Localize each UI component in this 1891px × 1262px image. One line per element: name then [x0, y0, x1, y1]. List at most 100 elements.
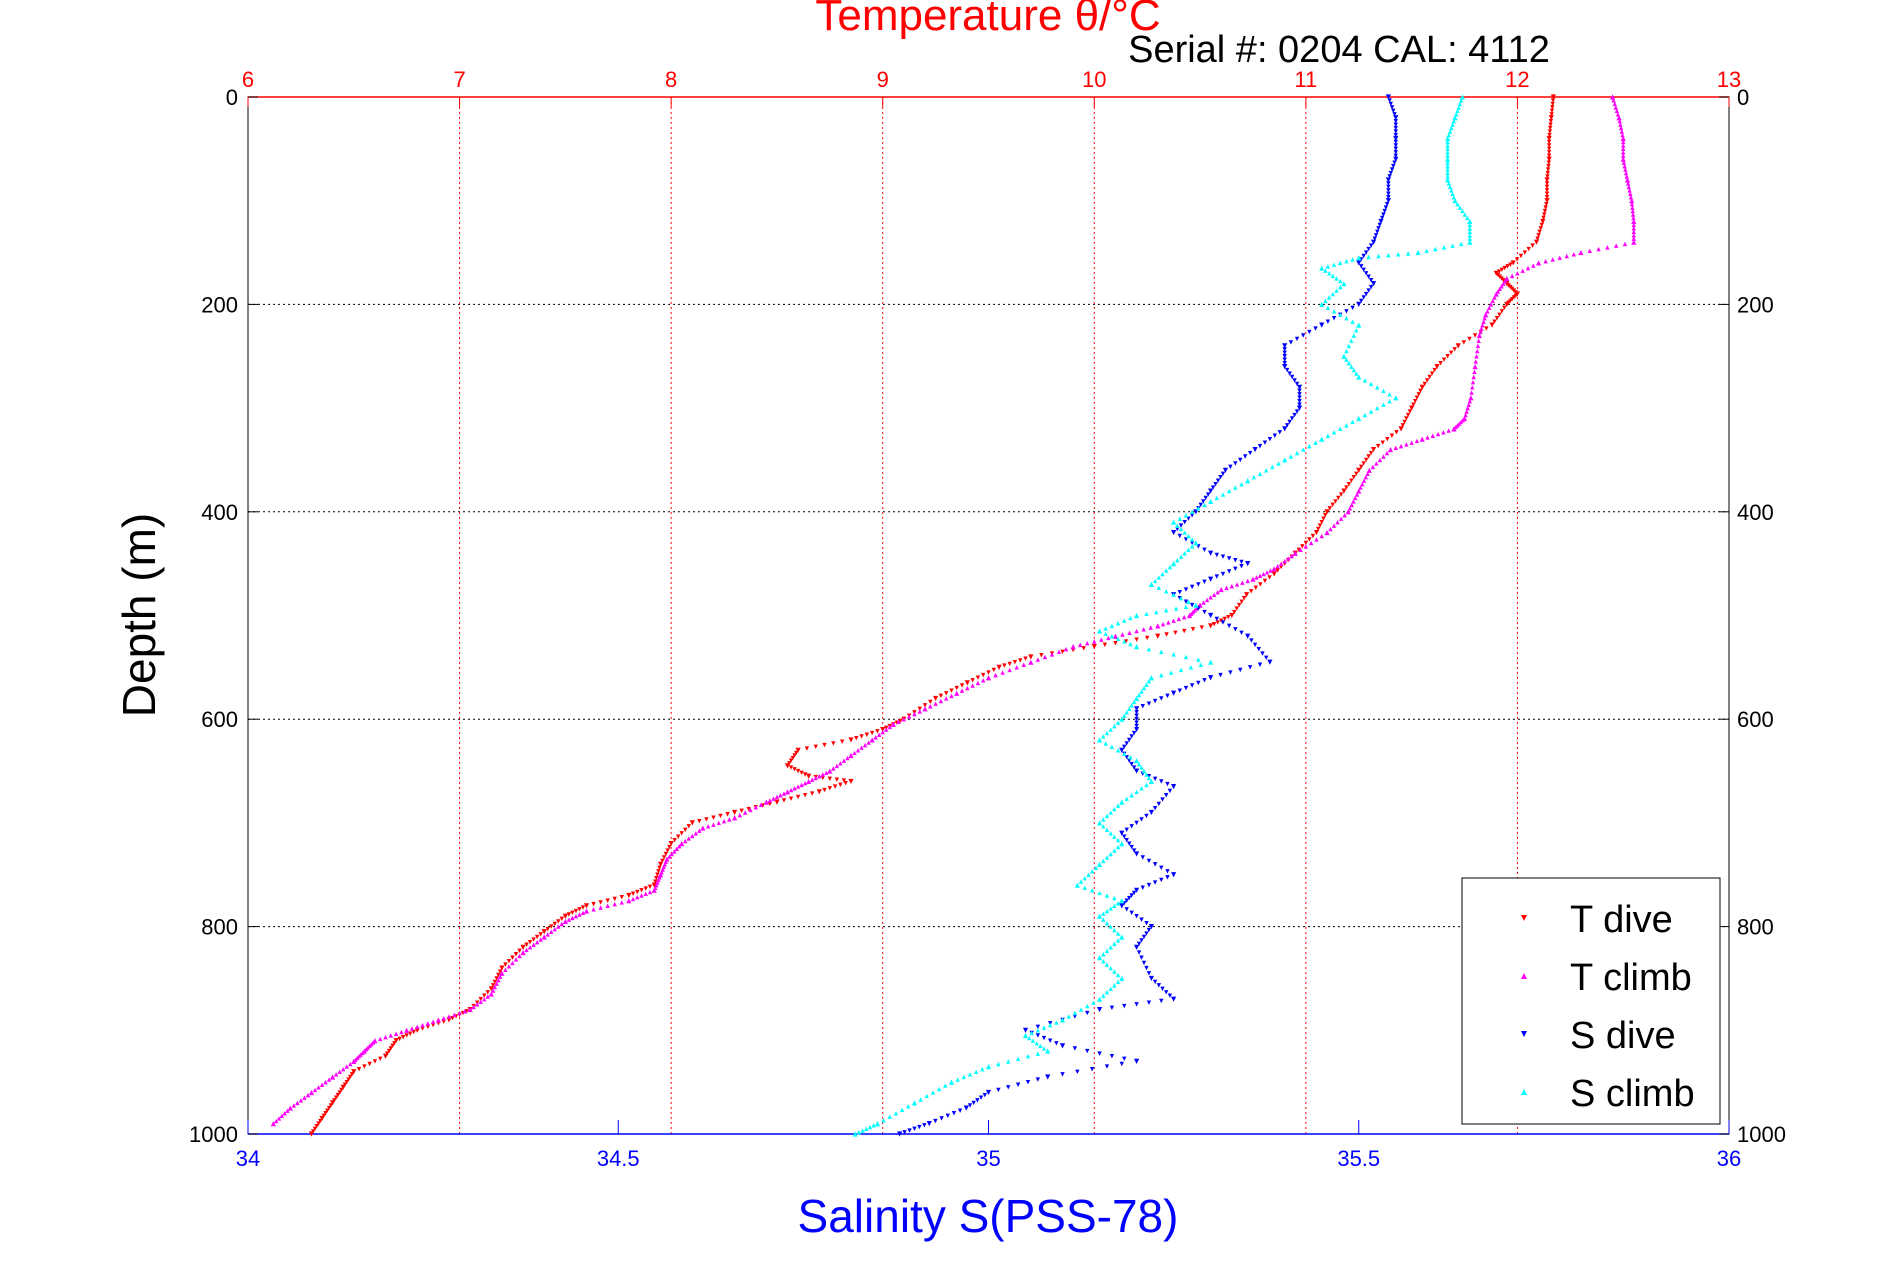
point-s-climb [1368, 409, 1374, 414]
point-t-climb [1077, 642, 1083, 648]
point-s-climb [1354, 328, 1359, 333]
point-t-dive [1409, 405, 1415, 411]
point-s-climb [1456, 105, 1461, 110]
point-s-climb [1449, 125, 1454, 131]
point-s-dive [1267, 437, 1273, 442]
point-t-dive [1526, 246, 1531, 252]
point-s-climb [1356, 374, 1362, 380]
point-t-climb [1085, 640, 1090, 646]
point-t-dive [683, 827, 688, 833]
point-s-climb [1251, 475, 1257, 480]
point-t-climb [838, 761, 843, 766]
point-t-dive [562, 913, 568, 919]
point-t-dive [653, 879, 658, 884]
point-s-climb [1330, 273, 1336, 279]
point-s-dive [1307, 329, 1312, 335]
point-t-climb [690, 833, 695, 839]
point-s-climb [1082, 876, 1087, 881]
point-t-climb [1622, 163, 1627, 169]
point-t-climb [896, 719, 901, 724]
point-t-climb [959, 688, 965, 693]
point-t-dive [326, 1105, 332, 1111]
point-s-climb [1177, 516, 1182, 521]
point-t-climb [938, 698, 944, 704]
point-s-climb [1334, 276, 1339, 281]
point-s-climb [1451, 118, 1456, 124]
point-t-climb [981, 678, 986, 683]
point-t-dive [393, 1038, 399, 1044]
point-t-climb [1381, 454, 1386, 459]
point-t-climb [274, 1118, 279, 1124]
point-s-climb [943, 1083, 948, 1088]
point-s-climb [1045, 1048, 1051, 1054]
point-s-climb [1368, 381, 1374, 387]
point-s-dive [1220, 554, 1226, 559]
point-s-climb [1375, 405, 1380, 411]
point-t-climb [1596, 246, 1601, 252]
point-t-climb [869, 737, 875, 743]
point-s-climb [1027, 1035, 1032, 1041]
point-s-dive [1292, 412, 1297, 418]
point-t-climb [1543, 258, 1548, 264]
point-t-climb [626, 898, 632, 904]
point-t-dive [654, 876, 659, 881]
point-t-climb [1466, 402, 1471, 407]
point-t-climb [1479, 326, 1484, 331]
point-t-dive [1536, 233, 1541, 238]
point-t-dive [1545, 174, 1550, 179]
point-s-dive [1294, 381, 1300, 387]
point-s-climb [1096, 820, 1103, 826]
point-s-climb [1108, 924, 1113, 929]
point-s-dive [1297, 402, 1302, 407]
point-t-dive [928, 699, 933, 705]
point-s-dive [1208, 612, 1214, 619]
point-s-climb [1344, 258, 1349, 264]
point-s-dive [1372, 236, 1377, 241]
point-s-dive [1282, 350, 1287, 355]
point-t-dive [1467, 336, 1472, 342]
point-s-climb [1178, 554, 1184, 559]
point-t-climb [1564, 253, 1569, 259]
point-t-climb [1049, 652, 1055, 657]
point-t-dive [657, 861, 664, 867]
point-t-dive [831, 741, 836, 746]
point-t-climb [732, 815, 738, 821]
point-t-dive [1535, 236, 1540, 241]
point-t-climb [716, 820, 721, 826]
point-t-climb [1353, 495, 1358, 501]
point-s-dive [1124, 907, 1129, 912]
point-s-dive [1140, 885, 1145, 890]
point-s-dive [1129, 844, 1134, 850]
point-s-dive [1054, 1041, 1059, 1046]
point-t-climb [1441, 430, 1446, 435]
point-s-dive [1156, 801, 1162, 807]
point-t-dive [1300, 544, 1305, 549]
point-t-dive [880, 726, 886, 733]
point-t-climb [393, 1031, 399, 1036]
point-t-climb [1612, 101, 1617, 107]
point-t-climb [1472, 369, 1477, 375]
point-t-climb [566, 917, 572, 922]
point-s-dive [1152, 806, 1158, 811]
point-t-dive [788, 758, 794, 763]
point-t-climb [1480, 322, 1485, 328]
point-s-dive [1131, 890, 1137, 896]
point-t-climb [1618, 122, 1623, 127]
point-t-climb [970, 683, 975, 688]
point-t-dive [312, 1126, 318, 1132]
point-s-dive [1208, 550, 1214, 556]
point-s-climb [1445, 150, 1450, 155]
point-s-climb [856, 1130, 862, 1135]
point-s-dive [1089, 1066, 1095, 1072]
point-t-dive [1182, 628, 1187, 634]
point-t-climb [1271, 566, 1277, 572]
point-t-climb [1419, 436, 1425, 442]
point-s-climb [1148, 778, 1155, 785]
point-t-dive [1336, 495, 1341, 501]
point-t-dive [854, 736, 859, 741]
point-s-climb [874, 1121, 881, 1127]
point-t-dive [566, 912, 572, 917]
point-t-climb [1182, 615, 1187, 620]
point-t-dive [1544, 198, 1550, 204]
point-s-climb [1134, 644, 1140, 650]
